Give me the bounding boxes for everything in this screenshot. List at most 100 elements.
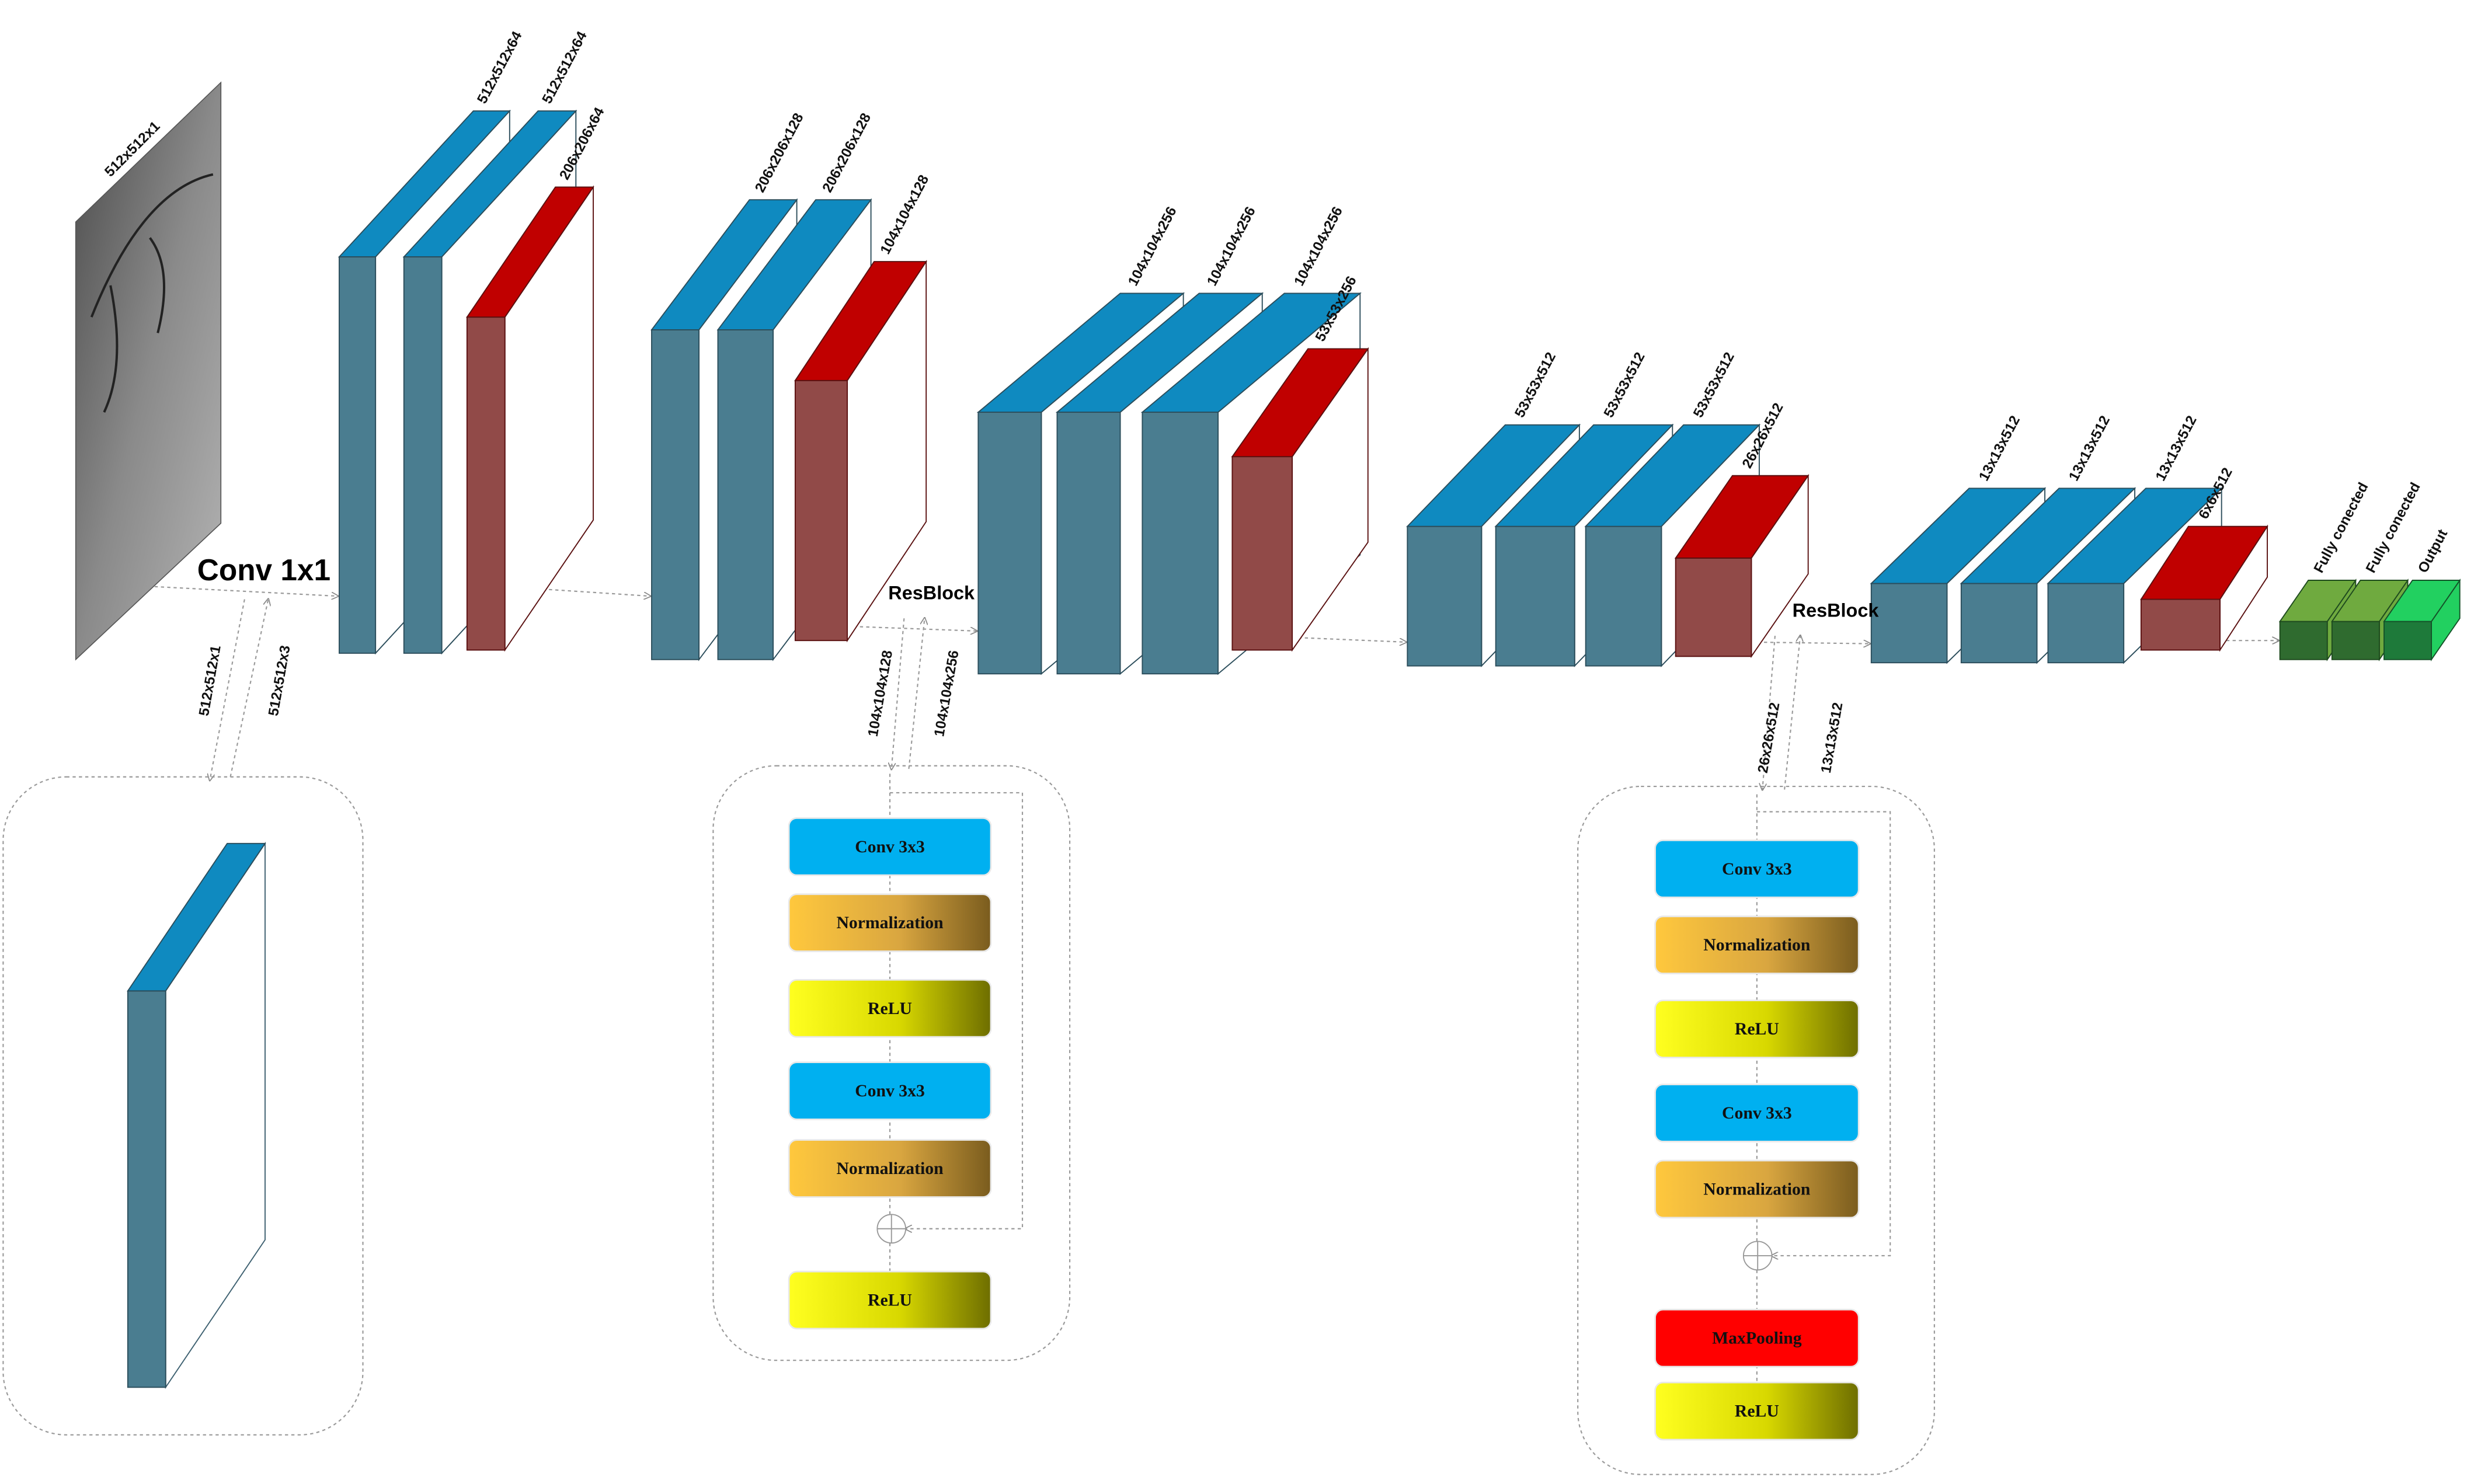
block-top <box>1406 424 1581 527</box>
layer-box <box>1654 1308 1860 1368</box>
block-label: 512x512x64 <box>474 29 525 106</box>
layer-box <box>788 979 992 1038</box>
block-top <box>127 842 266 992</box>
block-front <box>1870 583 1948 664</box>
block-front <box>1142 412 1219 675</box>
block-front <box>339 256 377 654</box>
block-front <box>1231 456 1293 651</box>
layer-box <box>1654 1159 1860 1219</box>
block-label: 13x13x512 <box>1976 413 2023 484</box>
block-top <box>1055 292 1264 413</box>
resblock-title: ResBlock <box>1793 600 1880 621</box>
block-label: Output <box>2415 527 2451 576</box>
block-front <box>2140 598 2221 651</box>
layer-label: ReLU <box>868 1290 912 1309</box>
block-front <box>651 329 700 660</box>
connector <box>1292 636 1406 642</box>
skip-connection <box>890 792 1024 1229</box>
block-front <box>717 329 774 660</box>
block-label: 206x206x128 <box>752 110 807 195</box>
block-top <box>2383 580 2461 622</box>
block-top <box>716 199 872 330</box>
layer-box <box>1654 839 1860 898</box>
block-top <box>650 199 798 330</box>
resblock-box <box>1577 785 1935 1475</box>
layer-label: Conv 3x3 <box>1722 1103 1792 1123</box>
layer-label: ReLU <box>868 999 912 1018</box>
block-front <box>1585 525 1662 667</box>
block-top <box>2140 525 2268 600</box>
link-up <box>229 600 269 777</box>
layer-box <box>788 817 992 876</box>
layer-box <box>1654 1084 1860 1142</box>
block-front <box>794 379 848 642</box>
link-label: 512x512x1 <box>196 644 224 717</box>
layer-label: Conv 3x3 <box>1722 859 1792 879</box>
block-front <box>466 316 506 651</box>
detail-box <box>2 776 364 1436</box>
block-label: 104x104x256 <box>1204 204 1259 289</box>
block-top <box>1584 424 1761 527</box>
link-down <box>1762 635 1776 789</box>
block-top <box>402 110 577 257</box>
link-label: 104x104x256 <box>931 649 962 738</box>
block-top <box>1494 424 1674 527</box>
link-label: 26x26x512 <box>1755 701 1783 774</box>
block-label: 512x512x64 <box>539 29 590 106</box>
block-front <box>127 990 166 1388</box>
block-front <box>403 256 443 654</box>
block-front <box>1495 525 1575 667</box>
block-label: 13x13x512 <box>2153 413 2200 484</box>
block-top <box>466 186 594 318</box>
block-top <box>2330 580 2409 622</box>
resblock-title: ResBlock <box>888 583 975 604</box>
block-front <box>1056 412 1121 675</box>
layer-label: ReLU <box>1735 1402 1779 1421</box>
block-front <box>2047 583 2125 664</box>
block-label: 104x104x128 <box>878 172 932 257</box>
layer-box <box>1654 915 1860 974</box>
layer-box <box>788 1270 992 1330</box>
connector <box>847 625 977 631</box>
block-top <box>337 110 511 257</box>
block-top <box>1960 487 2137 584</box>
link-label: 512x512x3 <box>266 644 294 717</box>
layer-box <box>1654 999 1860 1058</box>
block-label: 104x104x256 <box>1291 204 1346 289</box>
skip-connection <box>1756 811 1891 1255</box>
block-label: 53x53x512 <box>1512 350 1559 420</box>
layer-box <box>1654 1381 1860 1441</box>
block-top <box>2278 580 2357 622</box>
layer-label: Normalization <box>1703 935 1811 955</box>
block-top <box>2047 487 2223 584</box>
conv1x1-label: Conv 1x1 <box>197 553 330 587</box>
link-up <box>908 618 924 769</box>
block-front <box>2383 621 2432 660</box>
layer-label: Conv 3x3 <box>855 1081 925 1100</box>
layer-label: Normalization <box>836 913 944 932</box>
layer-label: MaxPooling <box>1712 1329 1802 1348</box>
link-label: 104x104x128 <box>865 649 896 738</box>
link-label: 13x13x512 <box>1818 701 1846 774</box>
block-label: Fully conected <box>2311 480 2372 576</box>
block-label: Fully conected <box>2363 480 2424 576</box>
block-top <box>1674 475 1810 559</box>
sum-cross <box>877 1214 906 1243</box>
layer-label: Normalization <box>1703 1179 1811 1199</box>
sum-cross <box>1743 1241 1772 1270</box>
block-top <box>1140 292 1362 413</box>
block-top <box>1870 487 2047 584</box>
block-front <box>2279 621 2328 660</box>
layer-box <box>788 1139 992 1198</box>
layer-label: Conv 3x3 <box>855 837 925 856</box>
block-label: 206x206x128 <box>820 110 875 195</box>
block-label: 13x13x512 <box>2066 413 2113 484</box>
block-front <box>977 412 1042 675</box>
vessel-lines <box>90 173 214 413</box>
connector <box>1751 642 1870 644</box>
block-top <box>1231 348 1369 458</box>
block-front <box>1960 583 2038 664</box>
block-label: 104x104x256 <box>1125 204 1180 289</box>
